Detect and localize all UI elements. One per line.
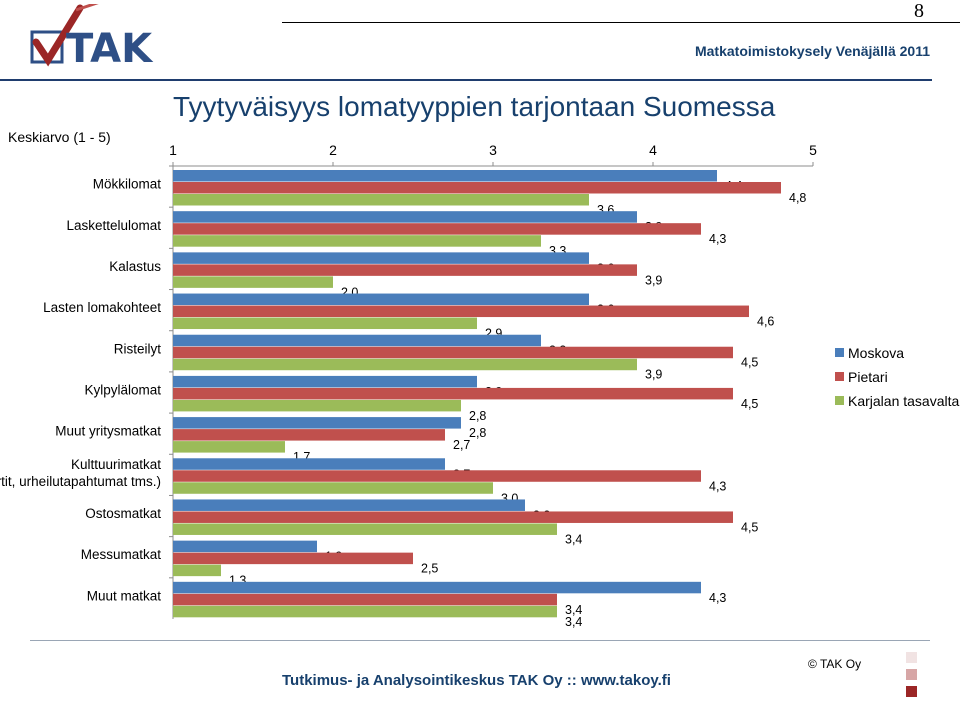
category-label: Kulttuurimatkat [71, 457, 161, 472]
tak-logo: TAK [28, 0, 180, 72]
x-tick-label: 1 [169, 142, 177, 158]
x-tick-label: 4 [649, 142, 657, 158]
bar [173, 235, 541, 247]
category-label: Messumatkat [81, 547, 162, 562]
legend-label: Karjalan tasavalta [848, 393, 960, 409]
category-label: Risteilyt [114, 341, 162, 356]
bar [173, 523, 557, 535]
legend-label: Pietari [848, 369, 888, 385]
bar [173, 399, 461, 412]
footer-square-light [906, 652, 917, 663]
bar [173, 387, 733, 400]
bar [173, 564, 221, 577]
data-label: 2,5 [421, 562, 438, 576]
bar [173, 470, 701, 482]
bar [173, 334, 541, 347]
legend-label: Moskova [848, 345, 904, 361]
bar [173, 511, 733, 523]
footer-text: Tutkimus- ja Analysointikeskus TAK Oy ::… [282, 672, 671, 689]
logo-text: TAK [66, 26, 154, 72]
data-label: 4,8 [789, 191, 806, 205]
footer-square-dark [906, 686, 917, 697]
bar [173, 170, 717, 182]
bar [173, 375, 477, 388]
data-label: 4,5 [741, 520, 758, 534]
data-label: 4,5 [741, 397, 758, 411]
data-label: 2,7 [453, 438, 470, 452]
data-label: 4,3 [709, 232, 726, 246]
category-label: Muut yritysmatkat [55, 424, 161, 439]
bar [173, 593, 557, 606]
bar [173, 458, 445, 470]
x-tick-label: 3 [489, 142, 497, 158]
bar [173, 293, 589, 306]
footer-rule [30, 640, 930, 641]
legend-swatch [835, 348, 844, 357]
x-tick-label: 5 [809, 142, 817, 158]
category-label: (konsertit, urheilutapahtumat tms.) [0, 474, 161, 489]
bar [173, 194, 589, 206]
bar [173, 358, 637, 371]
category-label: Laskettelulomat [66, 218, 161, 233]
x-tick-label: 2 [329, 142, 337, 158]
category-label: Lasten lomakohteet [43, 300, 161, 315]
data-label: 3,4 [565, 603, 582, 617]
chart-title: Tyytyväisyys lomatyyppien tarjontaan Suo… [173, 91, 776, 122]
data-label: 2,8 [469, 426, 486, 440]
category-label: Mökkilomat [93, 177, 162, 192]
header-subtitle: Matkatoimistokysely Venäjällä 2011 [694, 43, 930, 59]
bar [173, 581, 701, 594]
bar [173, 429, 445, 441]
bar [173, 441, 285, 453]
category-label: Kylpylälomat [84, 383, 161, 398]
bar [173, 605, 557, 618]
legend-swatch [835, 396, 844, 405]
bar [173, 264, 637, 276]
data-label: 3,4 [565, 615, 582, 629]
footer-square-medium [906, 669, 917, 680]
data-label: 3,4 [565, 532, 582, 546]
data-label: 3,9 [645, 368, 662, 382]
category-label: Ostosmatkat [85, 506, 161, 521]
header-line [282, 22, 960, 23]
bar [173, 317, 477, 330]
copyright: © TAK Oy [808, 657, 862, 671]
data-label: 3,9 [645, 273, 662, 287]
header-rule [0, 79, 932, 81]
category-label: Muut matkat [87, 588, 162, 603]
bar [173, 346, 733, 359]
data-label: 4,3 [709, 479, 726, 493]
data-label: 2,8 [469, 409, 486, 423]
bar [173, 305, 749, 318]
page-number: 8 [914, 0, 924, 22]
bar [173, 211, 637, 223]
bar [173, 276, 333, 288]
legend-swatch [835, 372, 844, 381]
bar [173, 252, 589, 264]
bar-chart: 12345Mökkilomat4,44,83,6Laskettelulomat3… [0, 142, 960, 629]
bar [173, 417, 461, 429]
axis-title: Keskiarvo (1 - 5) [8, 129, 111, 145]
data-label: 4,5 [741, 356, 758, 370]
bar [173, 223, 701, 235]
tak-logo-graphic: TAK [30, 0, 154, 72]
bar [173, 540, 317, 553]
data-label: 4,3 [709, 591, 726, 605]
bar [173, 499, 525, 511]
bar [173, 182, 781, 194]
data-label: 4,6 [757, 315, 774, 329]
category-label: Kalastus [109, 259, 161, 274]
bar [173, 482, 493, 494]
bar [173, 552, 413, 565]
